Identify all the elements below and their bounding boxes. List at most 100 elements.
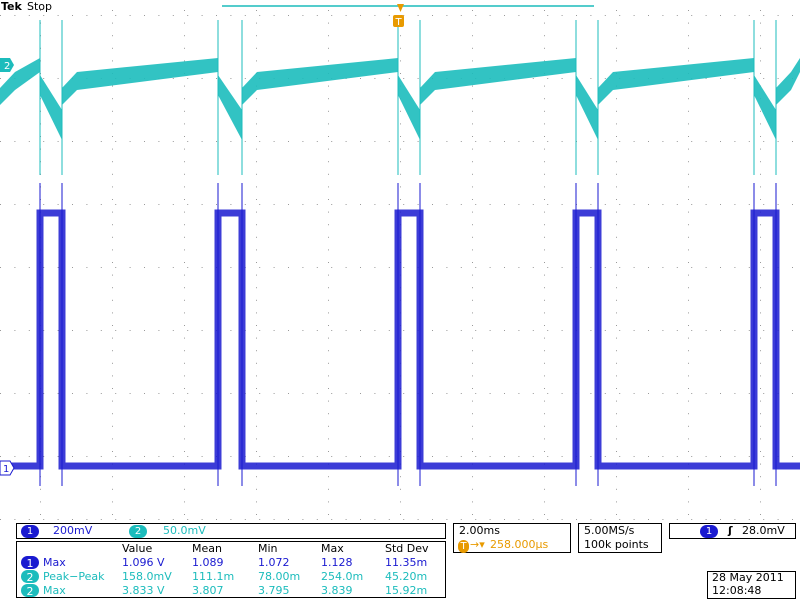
- measurement-name: Max: [43, 584, 66, 597]
- channel-2-badge[interactable]: 2: [129, 525, 147, 538]
- grid-dot: [184, 110, 185, 112]
- grid-dot: [184, 337, 185, 339]
- grid-dot: [604, 456, 606, 457]
- grid-dot: [328, 148, 329, 150]
- grid-dot: [28, 15, 30, 16]
- grid-dot: [472, 488, 473, 490]
- grid-dot: [400, 488, 401, 490]
- grid-dot: [403, 330, 405, 331]
- grid-dot: [590, 393, 592, 394]
- grid-dot: [400, 60, 401, 62]
- trigger-source-badge[interactable]: 1: [700, 525, 718, 538]
- channel-2-band: [398, 75, 420, 140]
- grid-dot: [472, 110, 473, 112]
- grid-dot: [472, 211, 473, 213]
- grid-dot: [720, 15, 721, 16]
- grid-dot: [472, 10, 473, 11]
- grid-dot: [184, 10, 185, 11]
- grid-dot: [328, 136, 329, 137]
- grid-dot: [489, 204, 491, 205]
- acquisition-panel[interactable]: 5.00MS/s 100k points: [578, 523, 662, 553]
- grid-dot: [184, 501, 185, 503]
- grid-dot: [374, 141, 376, 142]
- trigger-position-badge: T: [458, 540, 469, 553]
- grid-dot: [403, 15, 405, 16]
- measurement-row[interactable]: 1 Max 1.096 V 1.089 1.072 1.128 11.35m: [17, 555, 454, 570]
- grid-dot: [544, 476, 545, 478]
- channel-scale-panel[interactable]: 1 200mV 2 50.0mV: [16, 523, 446, 539]
- grid-dot: [400, 476, 401, 478]
- grid-dot: [544, 236, 545, 238]
- grid-dot: [604, 330, 606, 331]
- grid-dot: [616, 287, 617, 289]
- grid-dot: [328, 337, 329, 339]
- grid-dot: [777, 204, 779, 205]
- grid-dot: [230, 141, 232, 142]
- channel-1-badge[interactable]: 1: [21, 525, 39, 538]
- grid-dot: [460, 141, 462, 142]
- grid-dot: [184, 47, 185, 49]
- grid-dot: [748, 78, 750, 79]
- grid-dot: [547, 456, 549, 457]
- channel-2-marker-icon[interactable]: 2: [0, 58, 14, 72]
- grid-dot: [288, 267, 289, 268]
- grid-dot: [360, 267, 361, 268]
- grid-dot: [328, 375, 329, 377]
- grid-dot: [688, 312, 689, 314]
- grid-dot: [112, 47, 113, 49]
- grid-dot: [256, 375, 257, 377]
- grid-dot: [57, 204, 59, 205]
- grid-dot: [472, 514, 473, 515]
- grid-dot: [184, 161, 185, 163]
- grid-dot: [544, 501, 545, 503]
- grid-dot: [216, 15, 217, 16]
- trigger-panel[interactable]: 1 ʃ 28.0mV: [669, 523, 796, 539]
- grid-dot: [705, 393, 707, 394]
- grid-dot: [328, 10, 329, 11]
- grid-dot: [792, 456, 793, 457]
- grid-dot: [777, 15, 779, 16]
- timebase-panel[interactable]: 2.00ms T →▾ 258.000µs: [453, 523, 571, 553]
- measurements-panel[interactable]: Value Mean Min Max Std Dev 1 Max 1.096 V…: [16, 541, 446, 598]
- grid-dot: [688, 299, 689, 301]
- measurement-std-dev: 15.92m: [385, 584, 428, 597]
- grid-dot: [705, 78, 707, 79]
- grid-dot: [688, 161, 689, 163]
- grid-dot: [688, 224, 689, 226]
- grid-dot: [86, 141, 88, 142]
- grid-dot: [760, 388, 761, 389]
- trigger-position-icon[interactable]: T: [393, 4, 404, 28]
- grid-dot: [616, 350, 617, 352]
- grid-dot: [230, 456, 232, 457]
- grid-dot: [328, 388, 329, 389]
- grid-dot: [184, 451, 185, 452]
- channel-1-marker-icon[interactable]: 1: [0, 460, 15, 476]
- grid-dot: [259, 204, 261, 205]
- grid-dot: [331, 519, 333, 520]
- grid-dot: [129, 267, 131, 268]
- grid-dot: [328, 299, 329, 301]
- grid-dot: [676, 393, 678, 394]
- grid-dot: [544, 337, 545, 339]
- grid-dot: [112, 85, 113, 87]
- grid-dot: [256, 337, 257, 339]
- measurement-row[interactable]: 2 Max 3.833 V 3.807 3.795 3.839 15.92m: [17, 583, 454, 598]
- grid-dot: [489, 15, 491, 16]
- grid-dot: [472, 413, 473, 415]
- grid-dot: [328, 123, 329, 125]
- grid-dot: [184, 35, 185, 37]
- grid-dot: [472, 224, 473, 226]
- grid-dot: [14, 267, 16, 268]
- grid-dot: [748, 15, 750, 16]
- grid-dot: [748, 519, 750, 520]
- grid-dot: [273, 204, 275, 205]
- grid-dot: [432, 456, 433, 457]
- measurement-mean: 3.807: [192, 584, 224, 597]
- measurement-row[interactable]: 2 Peak−Peak 158.0mV 111.1m 78.00m 254.0m…: [17, 569, 454, 584]
- grid-dot: [345, 519, 347, 520]
- grid-dot: [777, 519, 779, 520]
- grid-dot: [172, 519, 174, 520]
- grid-dot: [472, 199, 473, 200]
- grid-dot: [86, 393, 88, 394]
- grid-dot: [57, 519, 59, 520]
